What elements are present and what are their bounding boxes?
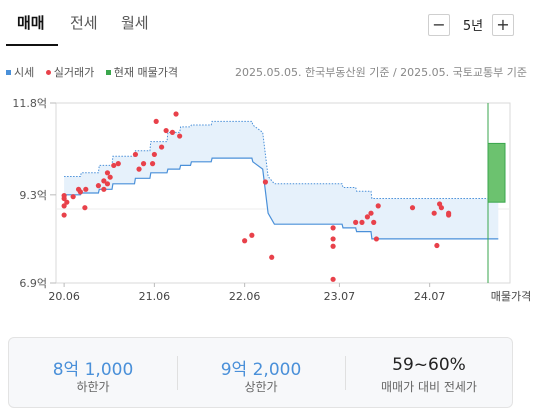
- deal-point: [173, 111, 179, 117]
- x-tick-label: 20.06: [48, 290, 80, 303]
- legend-label-listing-price: 현재 매물가격: [113, 66, 178, 79]
- deal-point: [373, 236, 380, 242]
- deal-point: [364, 214, 370, 220]
- deal-point: [61, 212, 67, 218]
- period-value: 5년: [462, 19, 484, 34]
- y-tick-label: 6.9억: [19, 277, 47, 290]
- jeonse-ratio-label: 매매가 대비 전세가: [381, 380, 477, 394]
- upper-price-value: 9억 2,000: [220, 360, 302, 380]
- deal-point: [136, 166, 142, 172]
- legend-item-listing-price: 현재 매물가격: [105, 64, 178, 80]
- deal-point: [409, 205, 416, 211]
- lower-price-value: 8억 1,000: [52, 360, 134, 380]
- deal-point: [446, 210, 452, 216]
- legend-swatch-listing-price: [105, 69, 111, 75]
- y-tick-label: 9.3억: [19, 189, 47, 202]
- deal-point: [64, 199, 70, 205]
- deal-point: [177, 133, 183, 139]
- deal-point: [249, 232, 255, 238]
- legend-swatch-market-price: [6, 69, 11, 75]
- upper-price-label: 상한가: [244, 380, 278, 394]
- deal-point: [330, 276, 336, 282]
- deal-point: [107, 174, 113, 180]
- deal-point: [111, 162, 117, 169]
- summary-divider: [345, 356, 346, 390]
- deal-point: [431, 210, 437, 216]
- deal-point: [104, 181, 111, 187]
- deal-point: [95, 183, 102, 189]
- deal-point: [330, 236, 336, 242]
- deal-point: [101, 186, 107, 192]
- listing-price-bar: [487, 142, 506, 203]
- y-tick-label: 11.8억: [12, 97, 47, 110]
- deal-point: [163, 127, 169, 134]
- deal-point: [140, 161, 147, 167]
- deal-point: [83, 186, 89, 192]
- deal-point: [104, 170, 111, 176]
- market-price-band: [64, 121, 499, 239]
- legend-item-market-price: 시세: [6, 64, 34, 80]
- legend-label-market-price: 시세: [14, 66, 35, 79]
- x-tick-label: 21.06: [139, 290, 171, 303]
- deal-point: [77, 189, 83, 195]
- deal-point: [242, 238, 248, 244]
- tab-monthly-rent[interactable]: 월세: [121, 14, 149, 32]
- deal-point: [101, 178, 107, 184]
- tab-sale[interactable]: 매매: [17, 14, 45, 32]
- deal-point: [115, 161, 121, 167]
- deal-point: [262, 179, 268, 185]
- lower-price-label: 하한가: [76, 380, 110, 394]
- summary-divider: [177, 356, 178, 390]
- deal-point: [359, 219, 365, 225]
- x-tick-label-listing: 매물가격: [491, 290, 531, 303]
- deal-point: [330, 243, 336, 249]
- x-tick-label: 22.06: [229, 290, 261, 303]
- deal-point: [169, 129, 176, 135]
- deal-point: [368, 210, 374, 216]
- deal-point: [159, 144, 165, 150]
- price-summary-panel: 8억 1,000 하한가 9억 2,000 상한가 59~60% 매매가 대비 …: [8, 337, 513, 408]
- jeonse-ratio-value: 59~60%: [392, 355, 466, 375]
- lower-price-cell: 8억 1,000 하한가: [9, 338, 177, 407]
- legend-swatch-actual-deal: [45, 69, 51, 75]
- period-increase-button[interactable]: +: [492, 14, 514, 36]
- active-tab-indicator: [6, 44, 58, 46]
- deal-type-tabs: 매매 전세 월세 − 5년 +: [0, 0, 537, 46]
- deal-point: [330, 225, 336, 231]
- deal-point: [371, 219, 377, 225]
- deal-point: [353, 219, 359, 225]
- jeonse-ratio-cell: 59~60% 매매가 대비 전세가: [345, 338, 513, 407]
- chart-legend: 시세 실거래가 현재 매물가격: [6, 64, 186, 80]
- deal-point: [82, 205, 88, 211]
- deal-point: [434, 242, 440, 249]
- deal-point: [269, 254, 275, 260]
- x-tick-label: 24.07: [414, 290, 446, 303]
- deal-point: [438, 205, 445, 211]
- x-tick-label: 23.07: [324, 290, 356, 303]
- deal-point: [132, 151, 139, 158]
- deal-point: [151, 151, 157, 158]
- market-price-lower-line: [64, 157, 499, 240]
- deal-point: [153, 118, 159, 124]
- period-decrease-button[interactable]: −: [428, 14, 450, 36]
- data-source-note: 2025.05.05. 한국부동산원 기준 / 2025.05. 국토교통부 기…: [235, 66, 527, 79]
- deal-point: [70, 194, 76, 200]
- deal-point: [149, 161, 156, 167]
- deal-point: [61, 195, 67, 202]
- deal-point: [61, 203, 67, 209]
- deal-point: [375, 203, 381, 209]
- legend-item-actual-deal: 실거래가: [45, 64, 95, 80]
- upper-price-cell: 9억 2,000 상한가: [177, 338, 345, 407]
- legend-label-actual-deal: 실거래가: [53, 66, 95, 79]
- tab-jeonse[interactable]: 전세: [70, 14, 98, 32]
